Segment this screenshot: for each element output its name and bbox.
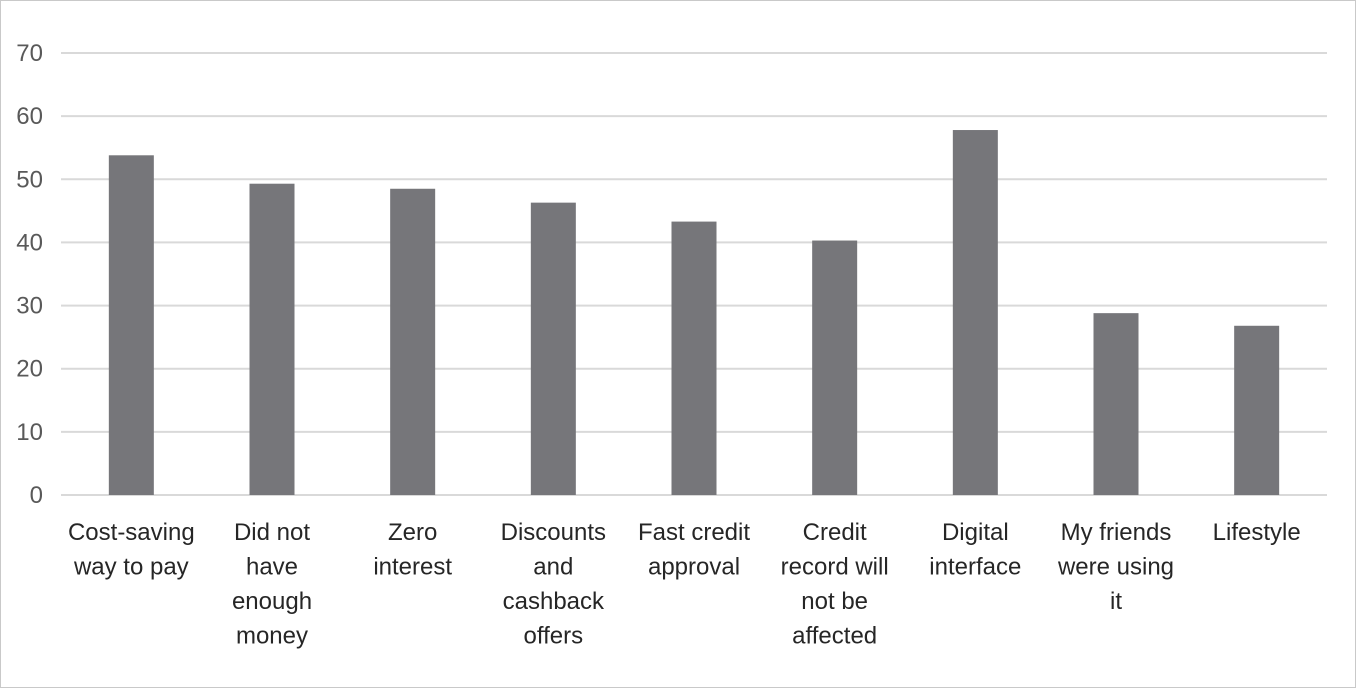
x-category-label: Zero interest [373,519,452,581]
x-category-label: Cost-saving way to pay [68,519,195,581]
x-category-label: Lifestyle [1213,519,1301,546]
bar [390,188,436,495]
y-axis-tick-labels: 0 10 20 30 40 50 60 70 [16,40,43,509]
y-tick-label: 40 [16,229,43,256]
bar [249,183,295,495]
y-tick-label: 60 [16,103,43,130]
x-category-label: Fast credit approval [638,519,750,581]
x-category-label: Did not have enough money [232,519,312,650]
x-category-label: Digital interface [929,519,1021,581]
bars [108,130,1280,496]
x-category-label: Credit record will not be affected [781,519,889,650]
bar [1093,313,1139,495]
bar [952,130,998,495]
bar [812,240,858,495]
bar [671,221,717,495]
bar [1234,325,1280,495]
y-tick-label: 10 [16,419,43,446]
x-axis-category-labels: Cost-saving way to pay Did not have enough mo… [68,519,1301,650]
bar [108,155,154,495]
y-tick-label: 0 [30,482,43,509]
y-tick-label: 20 [16,356,43,383]
x-category-label: My friends were using it [1057,519,1174,615]
bar [530,202,576,496]
y-tick-label: 30 [16,293,43,320]
x-category-label: Discounts and cashback offers [501,519,606,650]
y-tick-label: 50 [16,166,43,193]
y-tick-label: 70 [16,40,43,67]
